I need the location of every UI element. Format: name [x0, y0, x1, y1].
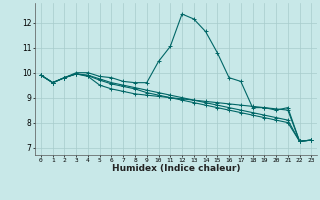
X-axis label: Humidex (Indice chaleur): Humidex (Indice chaleur) — [112, 164, 240, 173]
